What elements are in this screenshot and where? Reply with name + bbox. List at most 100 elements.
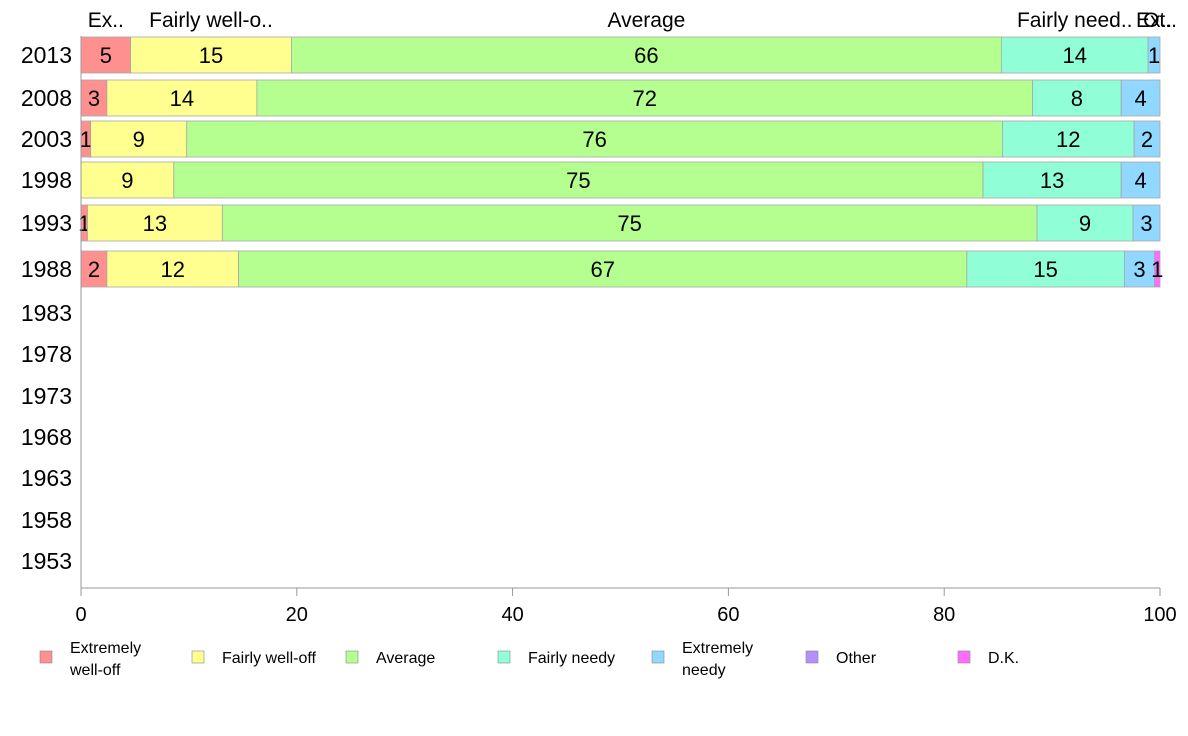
- x-axis: 0 20 40 60 80 100: [75, 36, 1177, 626]
- data-label: 3: [1133, 257, 1145, 282]
- data-label: 67: [590, 257, 614, 282]
- bar-segment: [966, 250, 1125, 288]
- legend-item: Extremely well-off: [39, 640, 141, 679]
- data-label: 75: [566, 168, 590, 193]
- x-tick-label: 100: [1143, 604, 1176, 626]
- legend-label: Fairly needy: [528, 650, 615, 667]
- legend-item: Average: [345, 650, 435, 667]
- legend-swatch: [191, 650, 205, 664]
- legend-item: Fairly well-off: [191, 650, 317, 667]
- top-segment-label: Fairly well-o..: [149, 9, 273, 32]
- legend-label: Extremely: [682, 640, 753, 657]
- bar-segment: [1154, 250, 1161, 288]
- data-label: 13: [143, 211, 167, 236]
- data-label: 76: [582, 127, 606, 152]
- bars: 5 15 66 14 13 14 72 8 41 9 76 12 29 75 13 41 13 75 9 32 12 67…: [78, 36, 1163, 288]
- top-segment-labels: Ex.. Fairly well-o.. Average Fairly need.. E…: [88, 9, 1177, 32]
- y-axis-labels: 2013 2008 2003 1998 1993 1988 1983 1978 1973 1968…: [21, 42, 72, 574]
- y-tick-label: 1953: [21, 548, 72, 574]
- data-label: 12: [1056, 127, 1080, 152]
- data-label: 1: [1148, 43, 1160, 68]
- bar-segment: [80, 79, 108, 117]
- x-tick-label: 60: [717, 604, 739, 626]
- data-label: 3: [1140, 211, 1152, 236]
- legend-swatch: [497, 650, 511, 664]
- top-segment-label: Ex..: [88, 9, 124, 32]
- data-label: 4: [1134, 86, 1146, 111]
- bar-segment: [130, 36, 292, 74]
- bar-segment: [256, 79, 1034, 117]
- x-tick-label: 40: [501, 604, 523, 626]
- data-label: 14: [1063, 43, 1087, 68]
- legend-label: well-off: [69, 662, 121, 679]
- data-label: 75: [617, 211, 641, 236]
- legend-label: Fairly well-off: [222, 650, 317, 667]
- data-label: 9: [1079, 211, 1091, 236]
- data-label: 15: [199, 43, 223, 68]
- legend-item: D.K.: [957, 650, 1019, 667]
- data-label: 12: [160, 257, 184, 282]
- legend-swatch: [345, 650, 359, 664]
- data-label: 13: [1040, 168, 1064, 193]
- data-label: 1: [1151, 257, 1163, 282]
- bar-segment: [1036, 204, 1134, 242]
- bar-segment: [1032, 79, 1122, 117]
- y-tick-label: 1973: [21, 383, 72, 409]
- legend-swatch: [957, 650, 971, 664]
- y-tick-label: 2003: [21, 126, 72, 152]
- top-segment-label: Fairly need..: [1017, 9, 1133, 32]
- bar-segment: [1133, 120, 1161, 158]
- data-label: 3: [88, 86, 100, 111]
- legend-label: Other: [836, 650, 877, 667]
- legend-swatch: [39, 650, 53, 664]
- top-segment-label: Ex..: [1136, 9, 1172, 32]
- legend-item: Extremely needy: [651, 640, 753, 679]
- data-label: 2: [1141, 127, 1153, 152]
- bar-segment: [1123, 250, 1156, 288]
- y-tick-label: 2008: [21, 85, 72, 111]
- bar-segment: [221, 204, 1038, 242]
- bar-segment: [106, 79, 258, 117]
- y-tick-label: 1978: [21, 341, 72, 367]
- x-tick-label: 80: [933, 604, 955, 626]
- data-label: 66: [634, 43, 658, 68]
- bar-segment: [1120, 161, 1161, 199]
- top-segment-label: Average: [607, 9, 685, 32]
- legend-label: Extremely: [70, 640, 141, 657]
- legend-item: Other: [805, 650, 877, 667]
- data-label: 5: [100, 43, 112, 68]
- data-label: 9: [133, 127, 145, 152]
- bar-segment: [106, 250, 239, 288]
- y-tick-label: 1988: [21, 256, 72, 282]
- legend-label: D.K.: [988, 650, 1019, 667]
- y-tick-label: 1998: [21, 167, 72, 193]
- bar-segment: [87, 204, 223, 242]
- data-label: 72: [633, 86, 657, 111]
- x-tick-label: 20: [286, 604, 308, 626]
- y-tick-label: 1963: [21, 465, 72, 491]
- y-tick-label: 1983: [21, 300, 72, 326]
- bar-segment: [1132, 204, 1161, 242]
- bar-segment: [1147, 36, 1161, 74]
- legend-swatch: [805, 650, 819, 664]
- bar-segment: [186, 120, 1003, 158]
- legend: Extremely well-off Fairly well-off Average F…: [39, 640, 1019, 679]
- data-label: 8: [1071, 86, 1083, 111]
- data-label: 14: [170, 86, 194, 111]
- data-label: 9: [121, 168, 133, 193]
- y-tick-label: 2013: [21, 42, 72, 68]
- top-segment-label: Ot..: [1143, 9, 1177, 32]
- data-label: 2: [88, 257, 100, 282]
- x-tick-label: 0: [75, 604, 86, 626]
- bar-segment: [982, 161, 1122, 199]
- y-tick-label: 1993: [21, 210, 72, 236]
- legend-label: Average: [376, 650, 435, 667]
- data-label: 1: [80, 127, 92, 152]
- y-tick-label: 1968: [21, 424, 72, 450]
- legend-item: Fairly needy: [497, 650, 615, 667]
- bar-segment: [173, 161, 984, 199]
- y-tick-label: 1958: [21, 507, 72, 533]
- legend-swatch: [651, 650, 665, 664]
- bar-segment: [238, 250, 968, 288]
- data-label: 4: [1134, 168, 1146, 193]
